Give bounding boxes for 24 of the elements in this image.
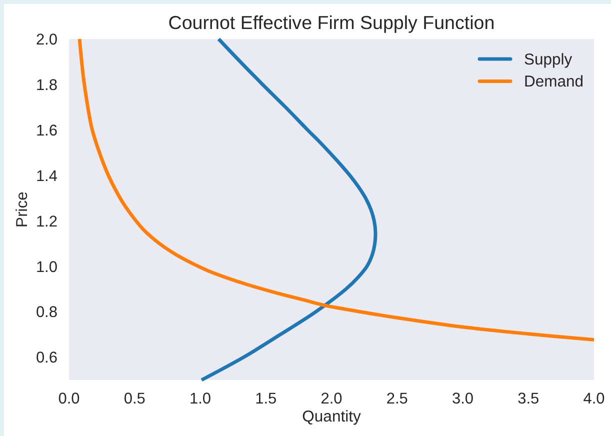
y-tick-label: 2.0	[36, 31, 58, 48]
y-tick-label: 1.2	[36, 213, 58, 230]
y-tick-label: 1.6	[36, 122, 58, 140]
y-tick-label: 0.6	[36, 350, 58, 367]
chart-title: Cournot Effective Firm Supply Function	[168, 12, 495, 33]
y-tick-label: 1.0	[36, 258, 58, 276]
x-tick-label: 1.5	[255, 390, 277, 408]
x-tick-label: 0.0	[58, 390, 80, 408]
y-axis-title: Price	[14, 191, 31, 228]
x-tick-label: 3.0	[452, 390, 474, 408]
legend-label: Demand	[524, 74, 584, 91]
x-tick-label: 0.5	[124, 390, 146, 408]
x-tick-label: 1.0	[189, 390, 212, 408]
y-tick-label: 0.8	[36, 304, 58, 322]
x-tick-label: 4.0	[583, 390, 606, 408]
line-series	[78, 37, 594, 342]
legend-label: Supply	[524, 52, 572, 69]
x-axis-title: Quantity	[302, 408, 361, 426]
x-tick-label: 3.5	[518, 390, 540, 408]
line-series	[200, 37, 378, 382]
y-tick-label: 1.4	[36, 168, 58, 185]
x-tick-label: 2.5	[386, 390, 408, 408]
y-tick-label: 1.8	[36, 76, 58, 94]
x-tick-label: 2.0	[320, 390, 343, 408]
